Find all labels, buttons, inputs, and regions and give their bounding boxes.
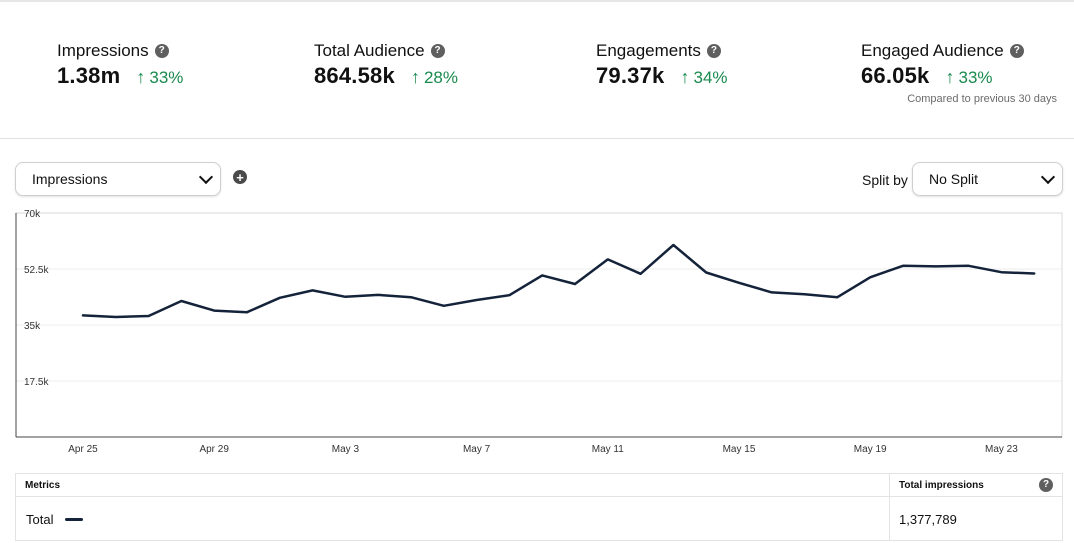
series-swatch [65,518,84,521]
kpi-change-value: 33% [149,68,184,87]
kpi-change-value: 33% [958,68,993,87]
help-icon[interactable]: ? [1009,44,1024,58]
help-icon[interactable]: ? [430,44,445,58]
y-tick-label: 35k [24,321,41,332]
y-tick-label: 70k [24,209,41,220]
help-icon[interactable]: ? [154,44,169,58]
split-by-label: Split by [862,172,908,188]
top-divider [0,0,1074,2]
metrics-table: Metrics Total impressions ? Total 1,377,… [15,473,1063,541]
kpi-total-audience: Total Audience ? 864.58k ↑ 28% [314,41,458,89]
x-tick-label: May 11 [592,444,624,455]
total-impressions-column-header: Total impressions [899,480,984,491]
kpi-change-value: 34% [693,68,728,87]
split-select-value: No Split [929,171,979,187]
row-label: Total [26,512,54,527]
metric-select-value: Impressions [32,171,108,187]
arrow-up-icon: ↑ [410,67,420,87]
arrow-up-icon: ↑ [945,67,955,87]
add-metric-icon[interactable]: + [233,170,247,184]
x-tick-label: May 19 [854,444,887,455]
kpi-label: Engaged Audience [861,41,1004,60]
kpi-change: ↑ 28% [411,67,458,88]
metric-select[interactable]: Impressions [15,162,221,196]
arrow-up-icon: ↑ [136,67,146,87]
metrics-column-header: Metrics [25,480,61,491]
series-line-impressions [81,243,1036,319]
x-tick-label: Apr 25 [68,444,98,455]
kpi-change-value: 28% [423,68,458,87]
table-row: Total [26,512,84,527]
x-tick-label: May 15 [723,444,756,455]
x-tick-label: May 23 [985,444,1018,455]
kpi-change: ↑ 34% [681,67,728,88]
x-tick-label: May 3 [332,444,360,455]
kpi-value: 66.05k [861,63,930,88]
chevron-down-icon [1040,169,1056,184]
kpi-value: 1.38m [57,63,121,88]
y-tick-label: 17.5k [24,377,49,388]
total-impressions-value: 1,377,789 [899,512,957,527]
kpi-value: 864.58k [314,63,395,88]
impressions-line-chart: 70k 52.5k 35k 17.5k Apr 25 Apr 29 May 3 May 7 Ma… [15,209,1063,455]
kpi-label: Total Audience [314,41,425,60]
kpi-label: Impressions [57,41,149,60]
x-tick-label: Apr 29 [199,444,229,455]
kpi-change: ↑ 33% [946,67,993,88]
kpi-engaged-audience: Engaged Audience ? 66.05k ↑ 33% [861,41,1024,89]
kpi-value: 79.37k [596,63,665,88]
kpi-label: Engagements [596,41,701,60]
kpi-engagements: Engagements ? 79.37k ↑ 34% [596,41,728,89]
chevron-down-icon [198,169,214,184]
kpi-summary: Impressions ? 1.38m ↑ 33% Total Audience… [0,0,1074,139]
y-tick-label: 52.5k [24,265,49,276]
kpi-change: ↑ 33% [136,67,183,88]
help-icon[interactable]: ? [1039,478,1053,492]
split-select[interactable]: No Split [912,162,1063,196]
kpi-impressions: Impressions ? 1.38m ↑ 33% [57,41,183,89]
divider [889,474,890,540]
help-icon[interactable]: ? [706,44,721,58]
arrow-up-icon: ↑ [680,67,690,87]
comparison-note: Compared to previous 30 days [907,93,1057,105]
x-tick-label: May 7 [463,444,491,455]
divider [16,496,1062,497]
